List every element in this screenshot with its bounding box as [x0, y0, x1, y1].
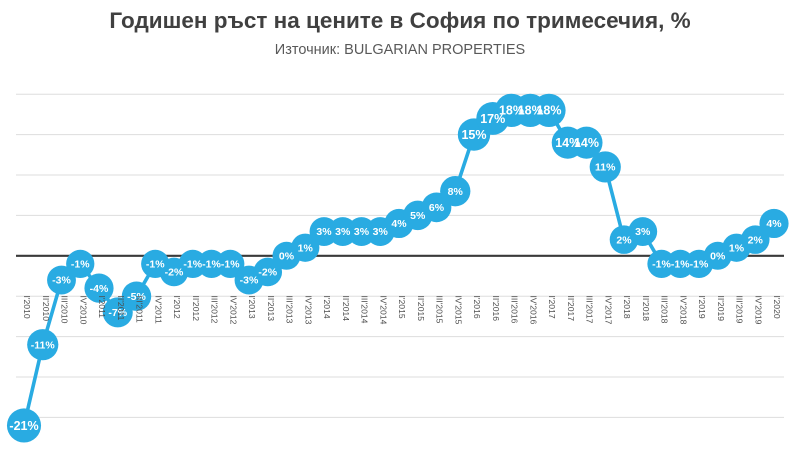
- svg-text:3%: 3%: [635, 226, 651, 238]
- svg-text:I'2017: I'2017: [547, 296, 557, 319]
- svg-text:3%: 3%: [316, 226, 332, 238]
- svg-text:I'2011: I'2011: [97, 296, 107, 319]
- svg-text:-1%: -1%: [202, 259, 221, 271]
- svg-text:14%: 14%: [574, 136, 599, 150]
- svg-text:I'2016: I'2016: [472, 296, 482, 319]
- svg-text:IV'2018: IV'2018: [678, 296, 688, 325]
- svg-text:-1%: -1%: [690, 259, 709, 271]
- svg-text:0%: 0%: [279, 250, 295, 262]
- svg-text:3%: 3%: [373, 226, 389, 238]
- svg-text:III'2018: III'2018: [660, 296, 670, 324]
- svg-text:IV'2014: IV'2014: [378, 296, 388, 325]
- svg-text:IV'2012: IV'2012: [228, 296, 238, 325]
- svg-text:IV'2013: IV'2013: [303, 296, 313, 325]
- svg-text:III'2014: III'2014: [360, 296, 370, 324]
- svg-text:-3%: -3%: [52, 275, 71, 287]
- svg-text:0%: 0%: [710, 250, 726, 262]
- svg-text:I'2010: I'2010: [22, 296, 32, 319]
- svg-text:18%: 18%: [536, 104, 561, 118]
- svg-text:III'2017: III'2017: [585, 296, 595, 324]
- svg-text:IV'2019: IV'2019: [753, 296, 763, 325]
- svg-text:-2%: -2%: [165, 267, 184, 279]
- svg-text:I'2018: I'2018: [622, 296, 632, 319]
- svg-text:II'2016: II'2016: [491, 296, 501, 322]
- svg-text:II'2017: II'2017: [566, 296, 576, 322]
- svg-text:II'2010: II'2010: [41, 296, 51, 322]
- svg-text:-21%: -21%: [9, 419, 38, 433]
- svg-text:-4%: -4%: [90, 283, 109, 295]
- svg-text:I'2020: I'2020: [772, 296, 782, 319]
- svg-text:4%: 4%: [766, 218, 782, 230]
- svg-text:III'2019: III'2019: [735, 296, 745, 324]
- svg-text:-2%: -2%: [258, 267, 277, 279]
- svg-text:4%: 4%: [391, 218, 407, 230]
- svg-text:15%: 15%: [461, 128, 486, 142]
- svg-text:I'2013: I'2013: [247, 296, 257, 319]
- svg-text:II'2014: II'2014: [341, 296, 351, 322]
- svg-text:III'2015: III'2015: [435, 296, 445, 324]
- svg-text:11%: 11%: [595, 162, 616, 174]
- svg-text:1%: 1%: [298, 242, 314, 254]
- svg-text:III'2011: III'2011: [135, 296, 145, 324]
- svg-text:II'2018: II'2018: [641, 296, 651, 322]
- svg-text:-1%: -1%: [671, 259, 690, 271]
- svg-text:II'2019: II'2019: [716, 296, 726, 322]
- svg-text:III'2013: III'2013: [285, 296, 295, 324]
- svg-text:3%: 3%: [335, 226, 351, 238]
- svg-text:2%: 2%: [748, 234, 764, 246]
- svg-text:-11%: -11%: [31, 339, 56, 351]
- svg-text:II'2015: II'2015: [416, 296, 426, 322]
- svg-text:I'2012: I'2012: [172, 296, 182, 319]
- svg-text:2%: 2%: [616, 234, 632, 246]
- svg-text:-1%: -1%: [652, 259, 671, 271]
- svg-text:IV'2017: IV'2017: [603, 296, 613, 325]
- svg-text:III'2012: III'2012: [210, 296, 220, 324]
- svg-text:-1%: -1%: [71, 259, 90, 271]
- svg-text:-1%: -1%: [183, 259, 202, 271]
- svg-text:IV'2015: IV'2015: [453, 296, 463, 325]
- svg-text:II'2012: II'2012: [191, 296, 201, 322]
- svg-text:-3%: -3%: [240, 275, 259, 287]
- svg-text:-1%: -1%: [146, 259, 165, 271]
- svg-text:IV'2011: IV'2011: [153, 296, 163, 324]
- svg-text:3%: 3%: [354, 226, 370, 238]
- svg-text:III'2016: III'2016: [510, 296, 520, 324]
- svg-text:8%: 8%: [448, 186, 464, 198]
- svg-text:IV'2010: IV'2010: [78, 296, 88, 325]
- svg-text:-1%: -1%: [221, 259, 240, 271]
- svg-text:III'2010: III'2010: [60, 296, 70, 324]
- svg-text:I'2019: I'2019: [697, 296, 707, 319]
- svg-text:I'2014: I'2014: [322, 296, 332, 319]
- svg-text:5%: 5%: [410, 210, 426, 222]
- svg-text:II'2011: II'2011: [116, 296, 126, 321]
- svg-text:6%: 6%: [429, 202, 445, 214]
- svg-text:IV'2016: IV'2016: [528, 296, 538, 325]
- svg-text:I'2015: I'2015: [397, 296, 407, 319]
- svg-text:II'2013: II'2013: [266, 296, 276, 322]
- svg-text:1%: 1%: [729, 242, 745, 254]
